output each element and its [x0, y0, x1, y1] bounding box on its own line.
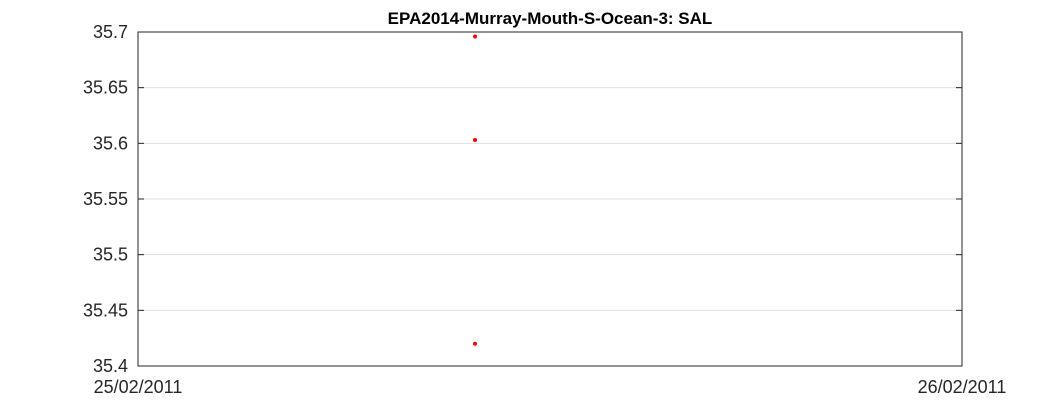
data-point [473, 137, 478, 142]
y-tick-label: 35.55 [83, 189, 128, 209]
y-tick-label: 35.4 [93, 356, 128, 376]
data-point [473, 341, 478, 346]
y-tick-label: 35.6 [93, 133, 128, 153]
data-points [473, 34, 478, 346]
y-tick-label: 35.5 [93, 245, 128, 265]
axis-ticks: 35.4 35.45 35.5 35.55 35.6 35.65 35.7 25/02/201… [83, 22, 1006, 397]
y-tick-label: 35.7 [93, 22, 128, 42]
plot-area-border [137, 31, 963, 367]
x-tick-label: 25/02/2011 [94, 377, 183, 397]
data-point [473, 34, 478, 39]
grid-lines [138, 87, 962, 311]
chart-title: EPA2014-Murray-Mouth-S-Ocean-3: SAL [388, 9, 713, 28]
y-tick-label: 35.65 [83, 78, 128, 98]
x-tick-label: 26/02/2011 [918, 377, 1007, 397]
y-tick-label: 35.45 [83, 300, 128, 320]
